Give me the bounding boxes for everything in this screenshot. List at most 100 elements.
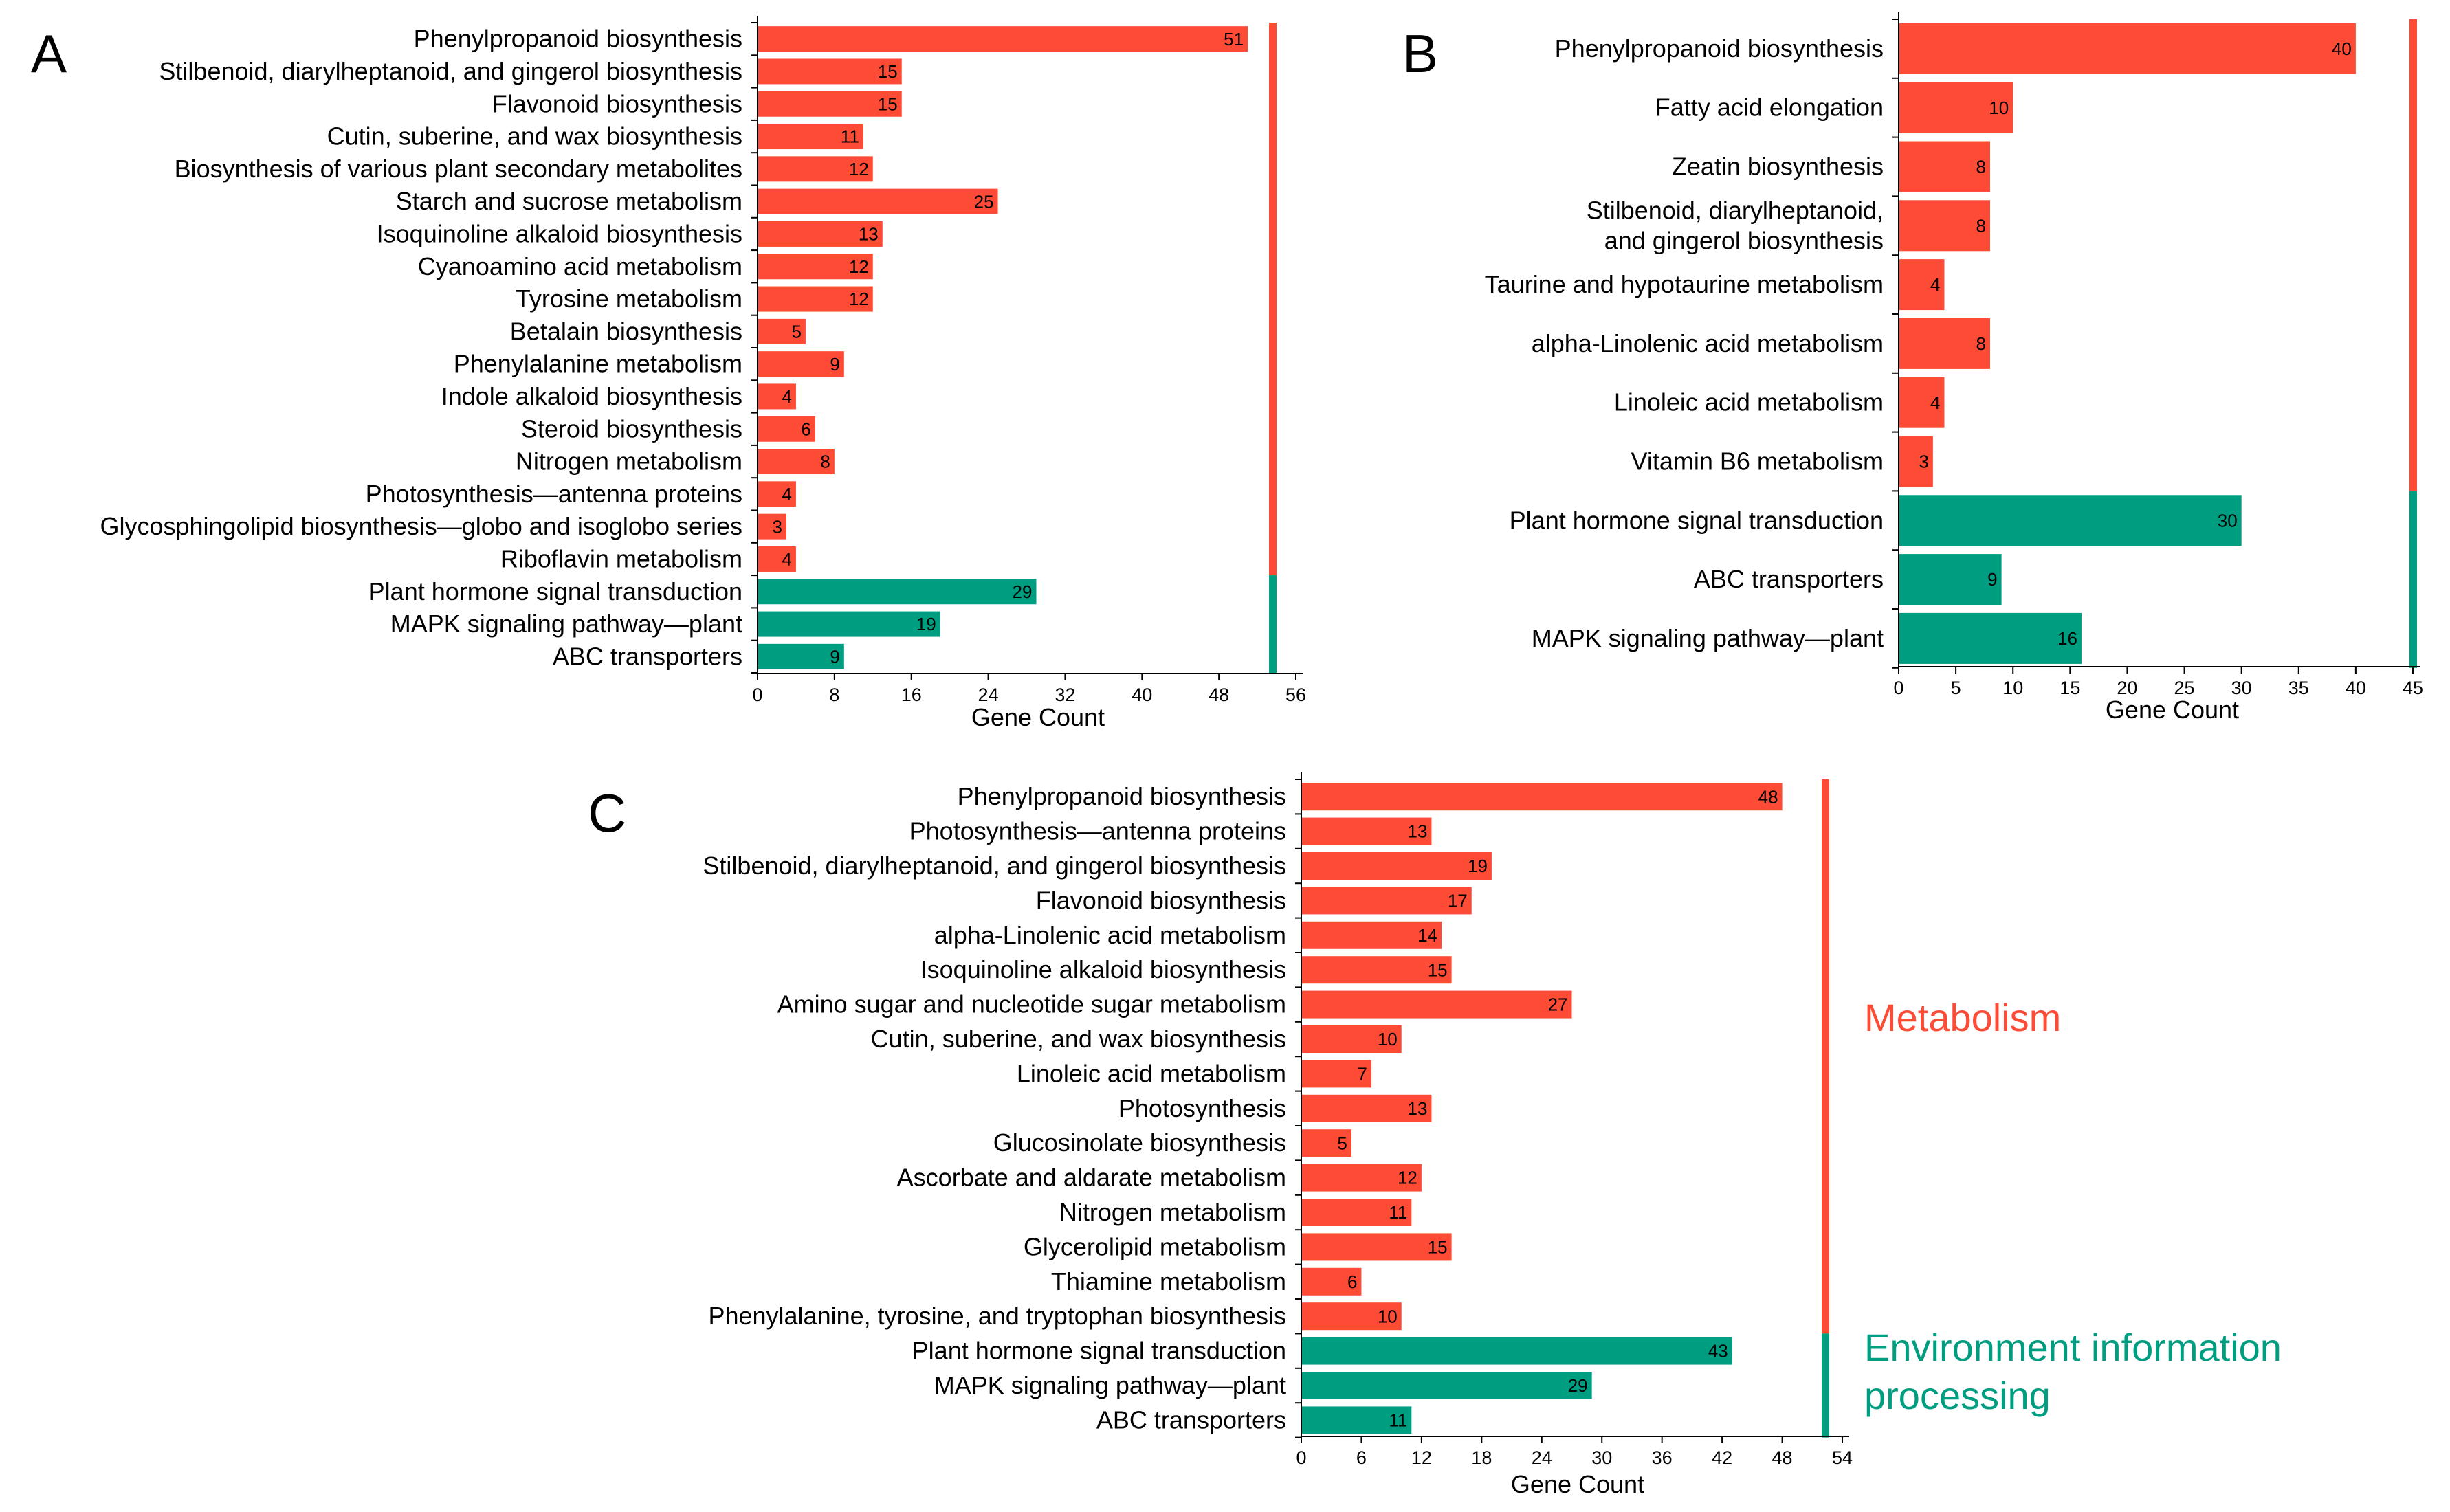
value-label-b-3: 8 — [1976, 215, 1986, 236]
bar-c-0 — [1301, 783, 1783, 811]
value-label-a-0: 51 — [1224, 29, 1244, 49]
category-label-a-1: Stilbenoid, diarylheptanoid, and gingero… — [159, 57, 742, 85]
category-label-b-6: Linoleic acid metabolism — [1614, 388, 1884, 416]
bar-b-2 — [1899, 141, 1990, 192]
category-label-b-9: ABC transporters — [1694, 565, 1884, 593]
bar-a-12 — [758, 416, 815, 442]
category-label-a-2: Flavonoid biosynthesis — [492, 89, 742, 118]
value-label-c-9: 13 — [1408, 1098, 1428, 1119]
category-label-c-6: Amino sugar and nucleotide sugar metabol… — [777, 990, 1286, 1019]
bar-b-4 — [1899, 259, 1945, 311]
bar-a-7 — [758, 254, 873, 280]
value-label-c-17: 29 — [1568, 1375, 1588, 1396]
x-tick-label-c: 36 — [1652, 1447, 1673, 1468]
bar-c-12 — [1301, 1199, 1412, 1226]
bar-b-0 — [1899, 23, 2356, 74]
value-label-a-10: 9 — [830, 354, 839, 375]
panel-letter-a: A — [31, 23, 67, 84]
legend-environment-line1: Environment information — [1864, 1326, 2282, 1369]
bar-a-2 — [758, 91, 902, 117]
value-label-c-8: 7 — [1358, 1064, 1367, 1085]
bar-c-4 — [1301, 921, 1442, 949]
bar-c-1 — [1301, 817, 1432, 845]
bar-c-17 — [1301, 1372, 1592, 1399]
x-tick-label-c: 24 — [1532, 1447, 1552, 1468]
group-indicator-a-environment — [1269, 575, 1277, 673]
bar-a-0 — [758, 26, 1248, 52]
bar-c-3 — [1301, 887, 1472, 915]
category-label-a-7: Cyanoamino acid metabolism — [418, 252, 742, 280]
value-label-c-13: 15 — [1428, 1237, 1448, 1258]
chart-panel-c: 48 Phenylpropanoid biosynthesis 13 Photosyn… — [703, 772, 1853, 1498]
bar-a-6 — [758, 221, 883, 247]
category-label-a-14: Photosynthesis—antenna proteins — [366, 480, 742, 508]
bar-c-7 — [1301, 1025, 1402, 1053]
bar-a-13 — [758, 449, 835, 475]
bar-c-9 — [1301, 1094, 1432, 1122]
category-label-c-18: ABC transporters — [1096, 1405, 1286, 1434]
value-label-a-5: 25 — [974, 191, 994, 212]
category-label-a-9: Betalain biosynthesis — [510, 317, 742, 345]
x-tick-label-b: 5 — [1951, 678, 1961, 698]
x-axis-title-a: Gene Count — [971, 703, 1105, 731]
group-indicator-b-metabolism — [2409, 19, 2417, 491]
bar-c-15 — [1301, 1302, 1402, 1331]
value-label-b-1: 10 — [1989, 98, 2009, 118]
value-label-a-12: 6 — [801, 419, 810, 439]
x-tick-label-b: 15 — [2060, 678, 2080, 698]
value-label-a-9: 5 — [791, 321, 801, 342]
category-label-c-9: Photosynthesis — [1118, 1094, 1286, 1122]
x-tick-label-a: 32 — [1055, 685, 1075, 705]
value-label-a-16: 4 — [782, 549, 791, 570]
value-label-c-11: 12 — [1398, 1168, 1417, 1188]
bar-b-3 — [1899, 200, 1990, 252]
x-axis-title-c: Gene Count — [1511, 1470, 1644, 1498]
value-label-b-0: 40 — [2332, 38, 2352, 59]
legend-metabolism: Metabolism — [1864, 996, 2061, 1039]
value-label-b-6: 4 — [1930, 392, 1940, 413]
value-label-a-18: 19 — [916, 614, 936, 634]
value-label-b-10: 16 — [2057, 628, 2077, 649]
value-label-a-13: 8 — [820, 452, 830, 472]
category-label-a-10: Phenylalanine metabolism — [454, 350, 742, 378]
category-label-a-18: MAPK signaling pathway—plant — [390, 610, 742, 638]
bar-a-5 — [758, 188, 998, 214]
group-indicator-c-metabolism — [1822, 779, 1829, 1334]
value-label-b-9: 9 — [1987, 569, 1997, 590]
value-label-c-7: 10 — [1378, 1029, 1398, 1049]
category-label-a-6: Isoquinoline alkaloid biosynthesis — [377, 219, 742, 247]
bar-c-16 — [1301, 1337, 1732, 1365]
x-axis-title-b: Gene Count — [2106, 696, 2239, 724]
panel-letter-c: C — [588, 783, 626, 843]
category-label-line: and gingerol biosynthesis — [1604, 226, 1884, 254]
value-label-a-11: 4 — [782, 386, 791, 407]
category-label-c-3: Flavonoid biosynthesis — [1036, 886, 1286, 914]
chart-panel-a: 51 Phenylpropanoid biosynthesis 15 Stilbeno… — [100, 16, 1306, 731]
value-label-a-14: 4 — [782, 484, 791, 504]
bar-c-10 — [1301, 1129, 1351, 1157]
x-tick-label-a: 40 — [1132, 685, 1152, 705]
value-label-b-5: 8 — [1976, 333, 1986, 354]
x-tick-label-b: 0 — [1893, 678, 1903, 698]
value-label-c-5: 15 — [1428, 959, 1448, 980]
category-label-c-16: Plant hormone signal transduction — [912, 1337, 1286, 1365]
bar-a-18 — [758, 611, 940, 637]
value-label-c-6: 27 — [1548, 994, 1568, 1015]
bar-a-16 — [758, 546, 796, 572]
category-label-a-13: Nitrogen metabolism — [516, 447, 742, 476]
x-tick-label-c: 42 — [1712, 1447, 1732, 1468]
bar-b-7 — [1899, 436, 1933, 487]
bar-b-10 — [1899, 612, 2082, 664]
category-label-a-4: Biosynthesis of various plant secondary … — [175, 155, 742, 183]
bar-a-4 — [758, 156, 873, 182]
bar-c-5 — [1301, 956, 1452, 984]
x-tick-label-a: 0 — [752, 685, 762, 705]
category-label-c-1: Photosynthesis—antenna proteins — [909, 817, 1286, 845]
value-label-a-15: 3 — [772, 516, 782, 537]
category-label-c-10: Glucosinolate biosynthesis — [993, 1129, 1286, 1157]
value-label-a-6: 13 — [859, 224, 879, 245]
value-label-c-0: 48 — [1758, 786, 1778, 807]
x-tick-label-c: 54 — [1832, 1447, 1853, 1468]
